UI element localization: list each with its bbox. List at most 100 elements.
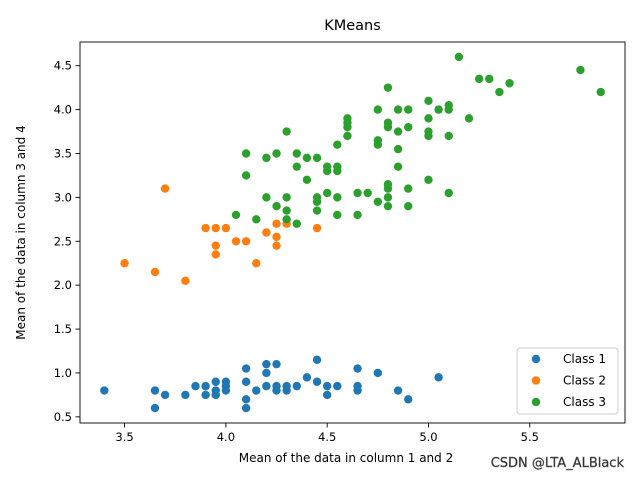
point-class-1 — [241, 403, 251, 413]
point-class-3 — [505, 79, 514, 88]
point-class-3 — [424, 96, 433, 106]
point-class-3 — [576, 65, 585, 75]
point-class-3 — [282, 193, 291, 202]
point-class-1 — [353, 364, 362, 373]
point-class-3 — [383, 201, 393, 211]
point-class-1 — [191, 381, 200, 391]
point-class-1 — [181, 390, 190, 400]
point-class-3 — [333, 210, 342, 220]
point-class-2 — [211, 241, 220, 250]
point-class-1 — [353, 386, 362, 395]
x-tick-label: 4.5 — [318, 430, 336, 444]
x-axis-label: Mean of the data in column 1 and 2 — [239, 451, 453, 465]
point-class-3 — [333, 166, 342, 176]
y-tick-label: 4.0 — [54, 103, 72, 117]
point-class-3 — [231, 210, 241, 220]
point-class-1 — [262, 359, 271, 369]
point-class-1 — [252, 386, 261, 395]
point-class-2 — [241, 237, 251, 246]
legend-box — [516, 347, 619, 415]
point-class-3 — [282, 127, 291, 136]
point-class-3 — [252, 215, 261, 224]
legend-marker — [531, 354, 541, 364]
point-class-1 — [322, 390, 332, 400]
point-class-3 — [404, 105, 413, 114]
y-tick-label: 1.0 — [54, 366, 72, 380]
point-class-3 — [444, 105, 453, 114]
point-class-3 — [282, 215, 291, 224]
point-class-2 — [181, 276, 190, 285]
legend-marker — [531, 376, 541, 385]
point-class-2 — [160, 184, 170, 193]
y-axis-ticks: 0.5 1.0 1.5 2.0 2.5 3.0 3.5 4.0 4.5 — [54, 59, 80, 424]
legend: Class 1 Class 2 Class 3 — [516, 347, 619, 415]
x-tick-label: 5.5 — [521, 430, 539, 444]
chart-title: KMeans — [324, 18, 381, 34]
point-class-1 — [241, 364, 251, 373]
point-class-3 — [262, 153, 271, 163]
legend-marker — [531, 397, 541, 407]
point-class-1 — [262, 381, 271, 391]
point-class-3 — [302, 175, 312, 185]
point-class-2 — [120, 259, 129, 268]
y-tick-label: 0.5 — [54, 410, 72, 424]
legend-label: Class 2 — [563, 374, 606, 388]
point-class-3 — [444, 131, 453, 141]
point-class-2 — [272, 232, 281, 242]
legend-label: Class 3 — [563, 395, 606, 409]
point-class-1 — [434, 373, 443, 382]
point-class-3 — [393, 144, 403, 154]
point-class-3 — [312, 206, 322, 215]
y-axis-label: Mean of the data in column 3 and 4 — [14, 125, 28, 339]
point-class-3 — [596, 87, 605, 97]
point-class-1 — [150, 403, 160, 413]
point-class-3 — [454, 52, 464, 62]
x-axis-ticks: 3.5 4.0 4.5 5.0 5.5 — [115, 423, 539, 444]
point-class-2 — [211, 250, 220, 259]
point-class-3 — [262, 193, 271, 202]
point-class-3 — [444, 188, 453, 198]
point-class-3 — [383, 184, 393, 193]
point-class-1 — [100, 386, 109, 395]
point-class-2 — [211, 223, 220, 233]
point-class-2 — [150, 267, 160, 277]
point-class-3 — [241, 171, 251, 180]
point-class-3 — [393, 105, 403, 114]
point-class-1 — [322, 381, 332, 391]
y-tick-label: 2.0 — [54, 278, 72, 292]
point-class-1 — [272, 359, 281, 369]
point-class-2 — [201, 223, 210, 233]
point-class-2 — [312, 223, 322, 233]
point-class-3 — [343, 122, 352, 132]
point-class-3 — [333, 140, 342, 149]
point-class-3 — [464, 114, 474, 123]
point-class-2 — [252, 259, 261, 268]
point-class-3 — [383, 122, 393, 132]
point-class-3 — [353, 188, 362, 198]
point-class-2 — [272, 241, 281, 250]
point-class-3 — [312, 153, 322, 163]
point-class-1 — [241, 395, 251, 404]
point-class-2 — [231, 237, 241, 246]
point-class-1 — [160, 390, 170, 400]
x-tick-label: 4.0 — [217, 430, 235, 444]
point-class-3 — [404, 184, 413, 193]
x-tick-label: 5.0 — [419, 430, 437, 444]
y-tick-label: 2.5 — [54, 234, 72, 248]
point-class-1 — [221, 386, 231, 395]
point-class-3 — [292, 219, 301, 228]
point-class-3 — [495, 87, 504, 97]
y-tick-label: 4.5 — [54, 59, 72, 73]
point-class-1 — [292, 381, 301, 391]
point-class-3 — [434, 105, 443, 114]
point-class-3 — [292, 162, 301, 171]
point-class-3 — [373, 105, 383, 114]
point-class-3 — [343, 131, 352, 141]
point-class-3 — [404, 201, 413, 211]
plot-frame — [79, 41, 626, 424]
point-class-1 — [201, 390, 210, 400]
point-class-3 — [322, 166, 332, 176]
point-class-3 — [424, 175, 433, 185]
point-class-3 — [241, 149, 251, 158]
